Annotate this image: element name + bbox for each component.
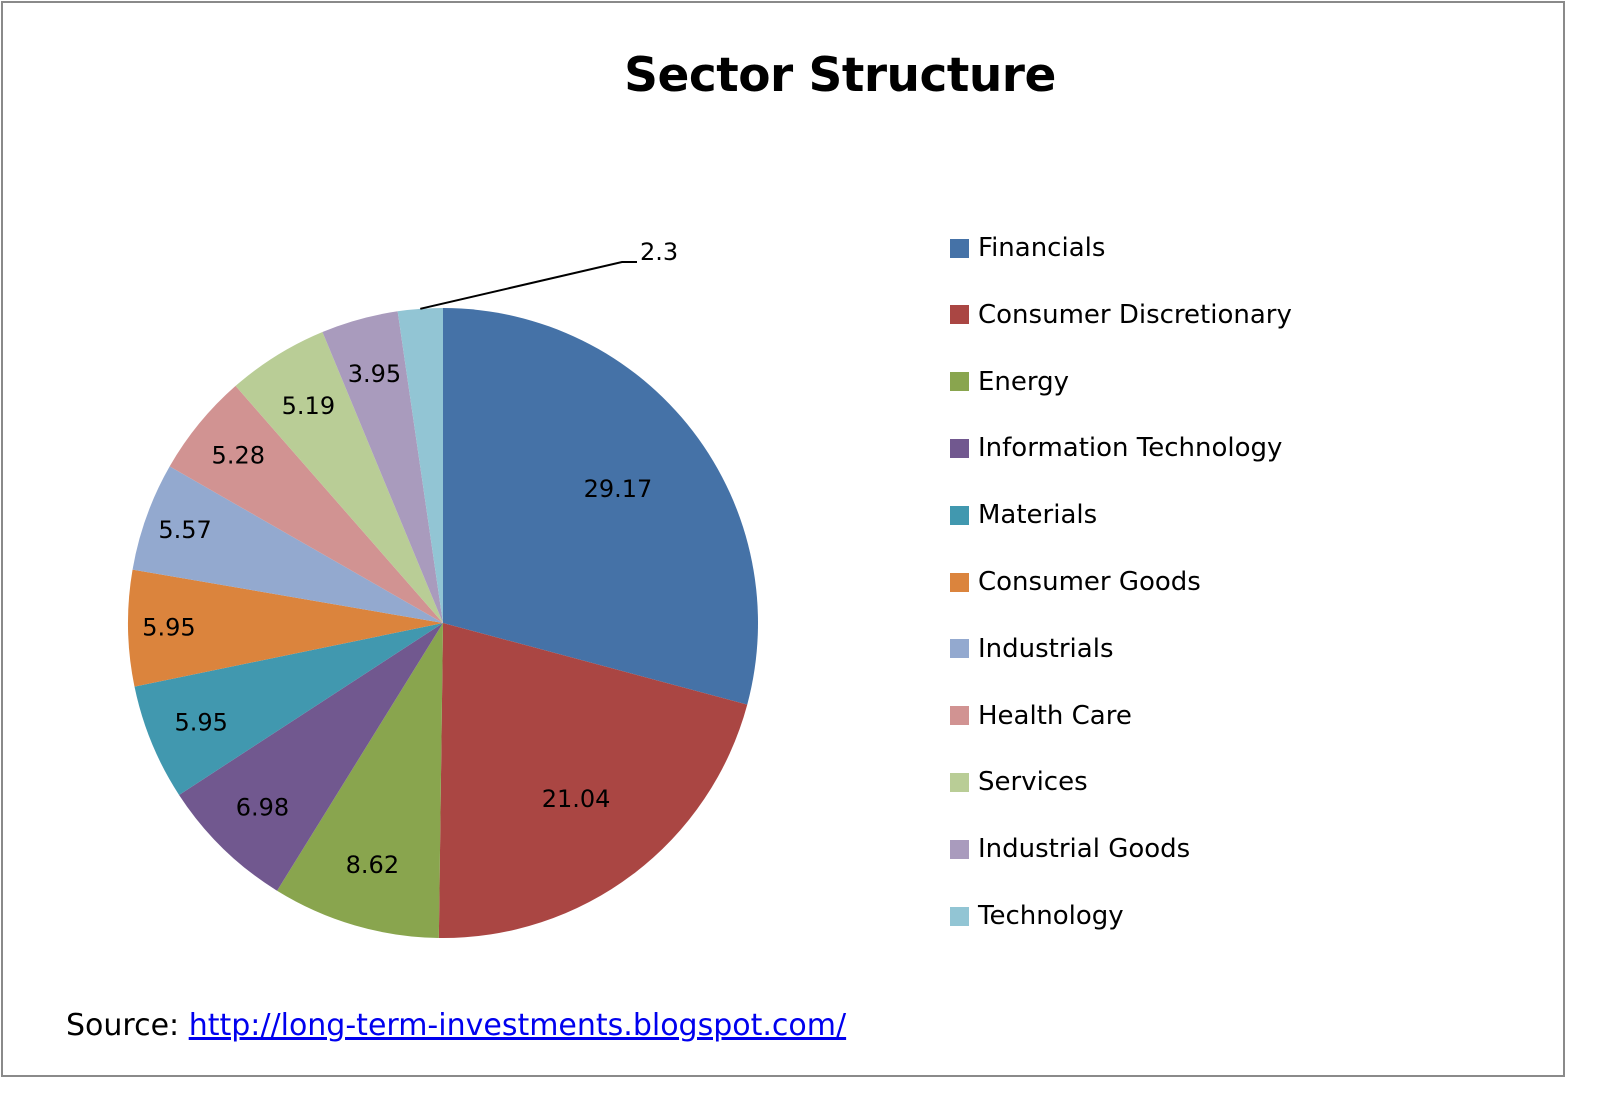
legend-label: Energy — [978, 366, 1070, 397]
pie-chart: 29.17 21.04 8.62 6.98 5.95 5.95 5.57 5.28 5.19 3.… — [127, 238, 758, 938]
legend-item-technology: Technology — [950, 896, 1124, 936]
legend-label: Technology — [978, 901, 1124, 931]
legend-label: Health Care — [978, 700, 1132, 731]
legend-label: Information Technology — [978, 433, 1283, 464]
pie-data-labels: 29.17 21.04 8.62 6.98 5.95 5.95 5.57 5.28 5.19 3.… — [142, 238, 678, 879]
legend-label: Financials — [978, 233, 1106, 263]
legend-label: Consumer Goods — [978, 567, 1201, 597]
legend-item-consumer-discretionary: Consumer Discretionary — [950, 295, 1292, 335]
legend-label: Materials — [978, 500, 1098, 531]
legend-label: Industrial Goods — [978, 834, 1191, 865]
legend-swatch — [950, 505, 969, 525]
data-label-technology: 2.3 — [640, 238, 678, 266]
data-label-industrial-goods: 3.95 — [348, 360, 401, 388]
pie-slice-services — [235, 331, 443, 623]
legend-swatch — [950, 639, 969, 659]
legend-swatch — [950, 572, 969, 592]
legend-label: Industrials — [978, 633, 1114, 664]
data-label-financials: 29.17 — [584, 475, 653, 503]
legend-item-financials: Financials — [950, 228, 1105, 268]
data-label-information-technology: 6.98 — [236, 794, 289, 822]
legend-item-health-care: Health Care — [950, 696, 1132, 736]
legend-item-information-technology: Information Technology — [950, 428, 1282, 468]
legend-swatch — [950, 438, 969, 458]
data-label-energy: 8.62 — [346, 851, 399, 879]
legend-label: Services — [978, 767, 1088, 798]
data-label-health-care: 5.28 — [212, 441, 265, 469]
leader-line-technology — [420, 261, 637, 310]
data-label-consumer-discretionary: 21.04 — [542, 785, 611, 813]
pie-slice-information-technology — [179, 623, 444, 891]
legend-swatch — [950, 839, 969, 859]
legend-item-consumer-goods: Consumer Goods — [950, 562, 1201, 602]
legend-item-industrials: Industrials — [950, 629, 1113, 669]
data-label-materials: 5.95 — [175, 709, 228, 737]
legend-label: Consumer Discretionary — [978, 299, 1292, 330]
data-label-consumer-goods: 5.95 — [142, 614, 195, 642]
pie-slice-industrial-goods — [322, 311, 443, 623]
source-label: Source: — [66, 1008, 180, 1043]
legend-item-energy: Energy — [950, 362, 1069, 402]
pie-slice-consumer-discretionary — [438, 623, 748, 938]
legend-item-services: Services — [950, 762, 1088, 802]
source-line: Source: http://long-term-investments.blo… — [66, 1008, 846, 1043]
data-label-services: 5.19 — [282, 392, 335, 420]
pie-slice-technology — [397, 308, 443, 623]
chart-title: Sector Structure — [624, 48, 1056, 103]
pie-slice-industrials — [132, 466, 444, 623]
legend-item-industrial-goods: Industrial Goods — [950, 829, 1190, 869]
legend-swatch — [950, 772, 969, 792]
legend-item-materials: Materials — [950, 495, 1097, 535]
legend-swatch — [950, 906, 969, 926]
legend-swatch — [950, 238, 969, 258]
legend-swatch — [950, 372, 969, 392]
pie-slice-energy — [277, 623, 443, 938]
pie-slices — [127, 308, 758, 938]
pie-slice-financials — [443, 308, 758, 705]
legend-swatch — [950, 305, 969, 325]
source-link[interactable]: http://long-term-investments.blogspot.co… — [188, 1008, 847, 1043]
pie-slice-materials — [134, 623, 443, 795]
pie-slice-health-care — [169, 385, 444, 623]
data-label-industrials: 5.57 — [158, 516, 211, 544]
legend-swatch — [950, 706, 969, 726]
pie-slice-consumer-goods — [127, 569, 443, 687]
